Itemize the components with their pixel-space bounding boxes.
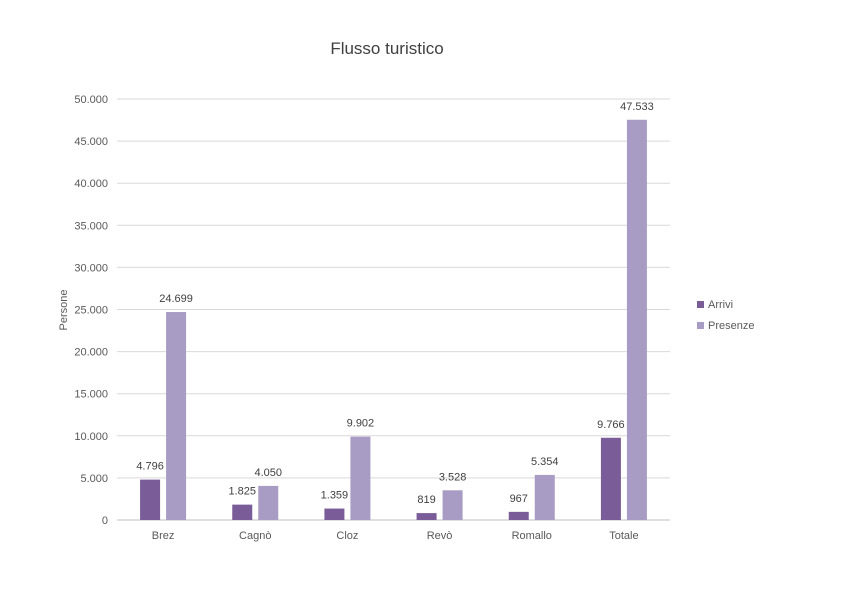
y-tick-label: 10.000 bbox=[74, 431, 108, 443]
y-axis-label: Persone bbox=[58, 290, 70, 331]
data-label: 1.359 bbox=[321, 490, 349, 502]
x-tick-label: Totale bbox=[609, 530, 638, 542]
bar-presenze bbox=[166, 312, 187, 520]
bar-presenze bbox=[534, 474, 555, 520]
legend-swatch bbox=[697, 322, 704, 329]
bar-arrivi bbox=[508, 511, 529, 520]
data-label: 819 bbox=[417, 494, 435, 506]
data-label: 3.528 bbox=[439, 471, 467, 483]
y-axis-ticks: 0 5.000 10.000 15.000 20.000 25.000 30.000 35.0… bbox=[74, 94, 108, 527]
data-labels: 4.796 24.699 1.825 4.050 1.359 9.902 819 3.528 9… bbox=[136, 101, 653, 506]
bar-arrivi bbox=[416, 513, 437, 520]
gridlines bbox=[117, 98, 670, 521]
y-tick-label: 40.000 bbox=[74, 178, 108, 190]
x-tick-label: Cagnò bbox=[239, 530, 271, 542]
data-label: 1.825 bbox=[228, 486, 256, 498]
legend-label: Arrivi bbox=[708, 299, 733, 311]
bar-presenze bbox=[442, 490, 463, 520]
bar-presenze bbox=[258, 485, 279, 520]
data-label: 9.902 bbox=[347, 418, 375, 430]
x-axis-ticks: Brez Cagnò Cloz Revò Romallo Totale bbox=[152, 530, 639, 542]
x-tick-label: Brez bbox=[152, 530, 175, 542]
data-label: 4.796 bbox=[136, 461, 164, 473]
bar-presenze bbox=[626, 119, 647, 520]
data-label: 967 bbox=[510, 493, 528, 505]
y-tick-label: 0 bbox=[102, 515, 108, 527]
data-label: 24.699 bbox=[159, 293, 193, 305]
bars bbox=[140, 119, 647, 520]
y-tick-label: 50.000 bbox=[74, 94, 108, 106]
data-label: 47.533 bbox=[620, 101, 654, 113]
y-tick-label: 30.000 bbox=[74, 262, 108, 274]
y-tick-label: 15.000 bbox=[74, 389, 108, 401]
bar-arrivi bbox=[324, 508, 345, 520]
x-tick-label: Cloz bbox=[336, 530, 358, 542]
x-tick-label: Revò bbox=[427, 530, 453, 542]
x-tick-label: Romallo bbox=[512, 530, 552, 542]
y-tick-label: 20.000 bbox=[74, 347, 108, 359]
y-tick-label: 25.000 bbox=[74, 305, 108, 317]
y-tick-label: 45.000 bbox=[74, 136, 108, 148]
y-tick-label: 5.000 bbox=[80, 473, 108, 485]
chart-title: Flusso turistico bbox=[330, 39, 443, 58]
legend: Arrivi Presenze bbox=[697, 299, 754, 332]
bar-arrivi bbox=[600, 437, 621, 520]
data-label: 4.050 bbox=[254, 467, 282, 479]
legend-swatch bbox=[697, 301, 704, 308]
y-tick-label: 35.000 bbox=[74, 220, 108, 232]
bar-arrivi bbox=[232, 504, 253, 520]
bar-presenze bbox=[350, 436, 371, 520]
legend-label: Presenze bbox=[708, 320, 754, 332]
bar-arrivi bbox=[140, 479, 161, 520]
data-label: 5.354 bbox=[531, 456, 559, 468]
data-label: 9.766 bbox=[597, 419, 625, 431]
